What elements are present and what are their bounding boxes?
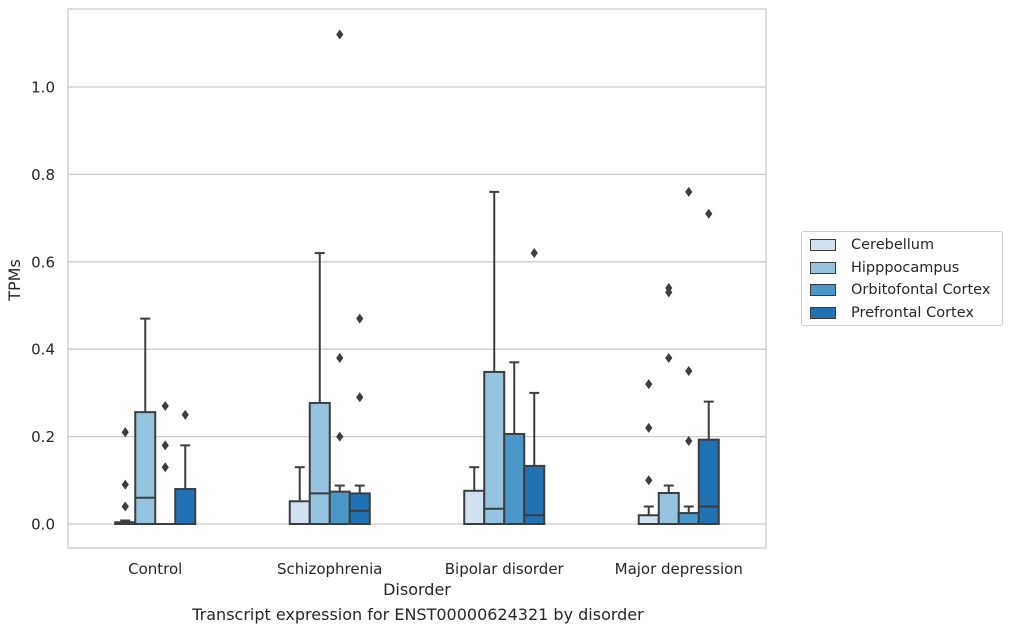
y-tick-label: 0.6 [31,253,55,271]
outlier-point [121,427,129,438]
y-tick-label: 1.0 [31,79,55,97]
outlier-point [336,29,344,40]
legend: Cerebellum Hipppocampus Orbitofontal Corte… [801,231,1003,326]
outlier-point [356,313,364,324]
box-cerebellum [288,466,311,525]
plot-area-frame [67,8,767,549]
y-axis-ticks: 0.0 0.2 0.4 0.6 0.8 1.0 [31,79,55,534]
box-hipppocampus [134,317,157,525]
outlier-point [645,422,653,433]
box-orbitofontal-cortex [503,361,526,525]
box-series [114,29,720,526]
outlier-point [665,283,673,294]
box-orbitofontal-cortex [677,186,700,526]
outlier-point [530,248,538,259]
outlier-point [685,366,693,377]
y-tick-label: 0.0 [31,516,55,534]
outlier-point [161,440,169,451]
gridlines [68,86,766,525]
y-tick-label: 0.4 [31,341,55,359]
box-body [657,491,680,525]
box-body [523,464,546,525]
box-prefrontal-cortex [697,208,720,525]
outlier-point [645,379,653,390]
box-body [677,512,700,526]
x-axis-ticks: Control Schizophrenia Bipolar disorder Majo… [128,560,743,578]
legend-swatch [810,261,836,274]
outlier-point [336,352,344,363]
x-tick-label: Major depression [615,560,743,578]
box-cerebellum [637,379,660,526]
outlier-point [705,208,713,219]
legend-swatch [810,284,836,296]
legend-label: Prefrontal Cortex [851,304,974,321]
x-tick-label: Control [128,560,182,578]
legend-label: Hipppocampus [851,259,960,276]
box-hipppocampus [308,252,331,525]
x-tick-label: Schizophrenia [277,560,382,578]
box-body [348,492,371,526]
outlier-point [121,479,129,490]
outlier-point [685,186,693,197]
box-hipppocampus [483,190,506,526]
box-prefrontal-cortex [523,248,546,525]
outlier-point [685,435,693,446]
y-tick-label: 0.8 [31,166,55,184]
outlier-point [121,501,129,512]
figure-caption: Transcript expression for ENST0000062432… [192,605,644,624]
box-orbitofontal-cortex [154,401,177,526]
outlier-point [161,462,169,473]
legend-label: Orbitofontal Cortex [851,282,991,298]
outlier-point [356,392,364,403]
legend-item: Orbitofontal Cortex [810,280,990,300]
x-tick-label: Bipolar disorder [445,560,565,578]
box-orbitofontal-cortex [328,29,351,525]
legend-swatch [810,239,836,251]
box-body [288,500,311,525]
legend-item: Hipppocampus [810,258,959,278]
legend-item: Prefrontal Cortex [810,303,974,323]
box-prefrontal-cortex [174,409,197,526]
outlier-point [645,475,653,486]
outlier-point [181,409,189,420]
box-body [308,401,331,525]
y-axis-label: TPMs [5,259,24,302]
box-prefrontal-cortex [348,313,371,526]
box-body [637,514,660,526]
legend-swatch [810,306,836,319]
box-body [174,488,197,526]
outlier-point [665,352,673,363]
y-tick-label: 0.2 [31,428,55,446]
box-cerebellum [463,466,486,525]
box-hipppocampus [657,283,680,525]
box-body [134,411,157,525]
box-body [697,438,720,525]
legend-label: Cerebellum [851,237,935,253]
legend-item: Cerebellum [810,235,934,255]
box-body [463,489,486,525]
outlier-point [336,431,344,442]
box-body [503,432,526,525]
x-axis-label: Disorder [383,580,451,599]
box-body [483,370,506,526]
box-cerebellum [114,427,137,526]
box-body [328,490,351,525]
outlier-point [161,401,169,412]
